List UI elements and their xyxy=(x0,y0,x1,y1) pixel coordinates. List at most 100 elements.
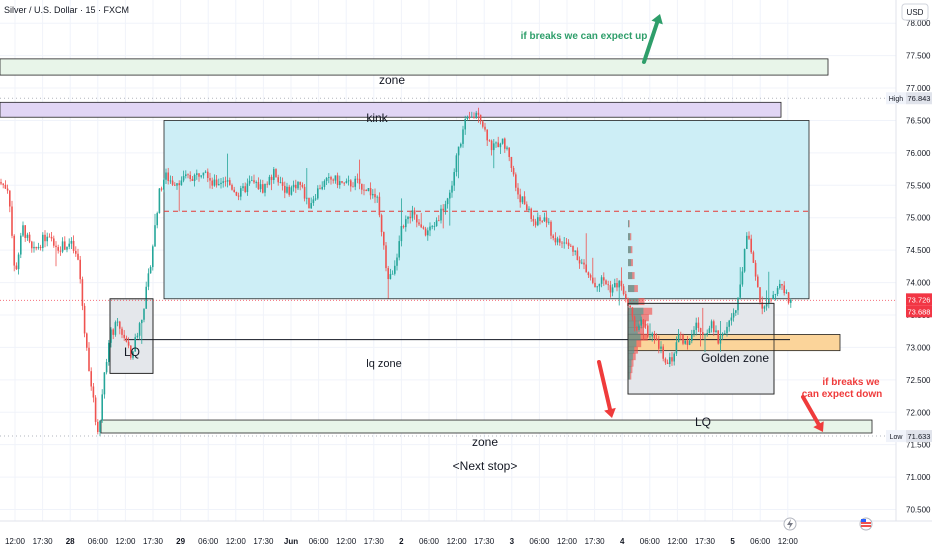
candle-body xyxy=(411,210,414,219)
candle-body xyxy=(158,188,161,214)
candle-body xyxy=(587,272,590,276)
candle-body xyxy=(477,112,480,115)
x-tick-label: 17:30 xyxy=(364,537,385,546)
candle-body xyxy=(248,180,251,184)
candle-body xyxy=(383,232,385,246)
candle-body xyxy=(92,386,95,398)
candle-body xyxy=(629,305,631,308)
candle-body xyxy=(726,326,728,334)
expect-up-note: if breaks we can expect up xyxy=(521,31,648,42)
candle-body xyxy=(59,250,62,252)
candle-body xyxy=(462,129,464,144)
candle-body xyxy=(482,121,484,127)
currency-button[interactable] xyxy=(901,3,929,21)
high-price-tag-value-bg xyxy=(906,92,932,105)
candle-body xyxy=(231,184,233,190)
candle-body xyxy=(380,215,383,233)
candle-body xyxy=(488,140,491,142)
candle-body xyxy=(710,321,713,329)
candle-body xyxy=(108,342,110,363)
candle-body xyxy=(270,176,273,180)
candle-body xyxy=(526,204,528,210)
candle-body xyxy=(649,336,651,338)
candle-body xyxy=(572,246,574,252)
candle-body xyxy=(273,169,275,180)
candle-body xyxy=(235,192,238,196)
candle-body xyxy=(515,174,517,188)
volume-profile-bar xyxy=(628,346,635,354)
candle-body xyxy=(77,253,79,260)
candle-body xyxy=(589,275,592,278)
current-price-tag-2-value: 73.688 xyxy=(908,307,931,316)
candle-body xyxy=(400,226,403,242)
candle-body xyxy=(220,182,222,185)
candle-body xyxy=(11,206,13,236)
arrow-down-right xyxy=(801,395,824,432)
candle-body xyxy=(407,216,409,220)
candle-body xyxy=(774,294,777,295)
candle-body xyxy=(449,192,451,199)
candle-body xyxy=(257,182,260,190)
candle-body xyxy=(596,286,598,288)
candle-body xyxy=(233,189,235,193)
candle-body xyxy=(523,196,526,205)
candle-body xyxy=(42,234,44,248)
candle-body xyxy=(750,238,752,253)
candle-body xyxy=(90,371,92,387)
candle-body xyxy=(490,140,493,151)
candle-body xyxy=(684,340,686,344)
candle-body xyxy=(9,190,11,207)
candle-body xyxy=(105,362,108,373)
candle-body xyxy=(350,180,352,187)
current-price-tag-value: 73.726 xyxy=(908,295,931,304)
candle-body xyxy=(193,174,196,182)
next-stop-label: <Next stop> xyxy=(453,459,518,473)
candle-body xyxy=(616,283,618,288)
candle-body xyxy=(341,181,343,183)
candle-body xyxy=(631,307,634,317)
candle-body xyxy=(772,294,774,300)
candle-body xyxy=(253,180,255,183)
arrow-head xyxy=(651,14,663,25)
candle-body xyxy=(176,183,178,186)
flag-icon[interactable] xyxy=(859,517,873,531)
candle-body xyxy=(431,226,433,228)
candle-body xyxy=(97,421,99,432)
current-price-tag-2: 73.688 xyxy=(906,305,932,318)
y-tick-label: 71.500 xyxy=(906,441,931,450)
zone-top-label: zone xyxy=(379,73,405,87)
candle-body xyxy=(246,183,249,193)
lightning-icon[interactable] xyxy=(783,517,797,531)
candle-body xyxy=(138,323,141,336)
candle-body xyxy=(218,184,220,186)
candle-body xyxy=(468,116,471,118)
candle-body xyxy=(504,138,506,149)
x-tick-label: 06:00 xyxy=(419,537,440,546)
current-price-tag-value-bg xyxy=(906,293,932,306)
x-tick-label: 12:00 xyxy=(778,537,799,546)
candle-body xyxy=(697,322,700,328)
candle-body xyxy=(372,194,374,196)
x-tick-label: 5 xyxy=(730,537,735,546)
candle-body xyxy=(636,326,638,331)
candle-body xyxy=(356,178,359,180)
candle-body xyxy=(501,138,504,144)
candle-body xyxy=(530,208,532,219)
y-tick-label: 75.500 xyxy=(906,181,931,190)
candle-body xyxy=(204,171,207,173)
candle-body xyxy=(543,217,546,222)
volume-profile-bar xyxy=(628,340,637,348)
candle-body xyxy=(127,341,130,346)
candle-body xyxy=(453,172,455,186)
x-tick-label: 06:00 xyxy=(309,537,330,546)
high-price-tag-label-bg xyxy=(886,92,906,105)
candle-body xyxy=(693,329,695,335)
candle-body xyxy=(55,245,57,248)
candle-body xyxy=(125,337,128,342)
candle-body xyxy=(435,220,438,227)
candle-body xyxy=(398,241,400,258)
current-price-tag-2-value-bg xyxy=(906,305,932,318)
candle-body xyxy=(20,235,22,255)
